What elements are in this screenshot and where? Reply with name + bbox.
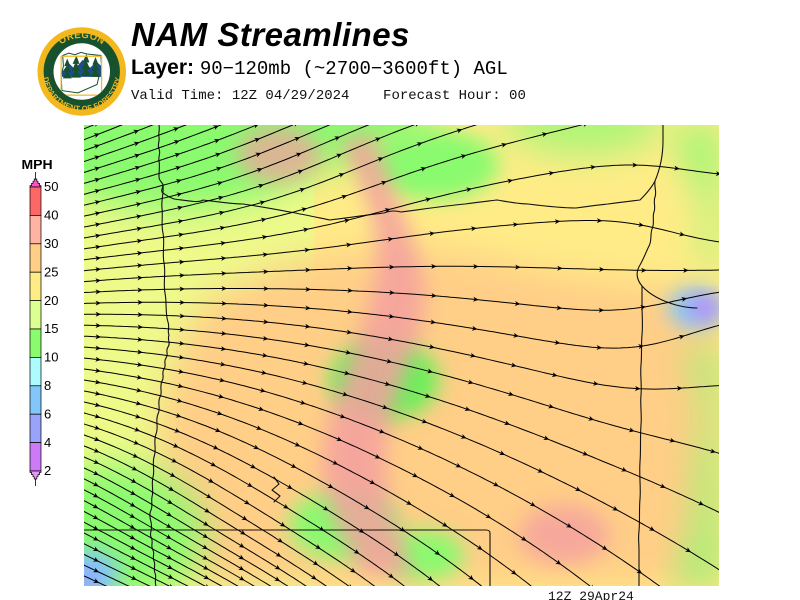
svg-text:4: 4 [44, 435, 51, 450]
svg-text:10: 10 [44, 350, 58, 365]
svg-text:15: 15 [44, 321, 58, 336]
svg-text:6: 6 [44, 406, 51, 421]
svg-text:2: 2 [44, 463, 51, 478]
svg-text:50: 50 [44, 179, 58, 194]
svg-text:20: 20 [44, 293, 58, 308]
svg-text:40: 40 [44, 208, 58, 223]
svg-text:30: 30 [44, 236, 58, 251]
svg-text:MPH: MPH [21, 160, 52, 172]
svg-text:8: 8 [44, 378, 51, 393]
svg-text:25: 25 [44, 265, 58, 280]
